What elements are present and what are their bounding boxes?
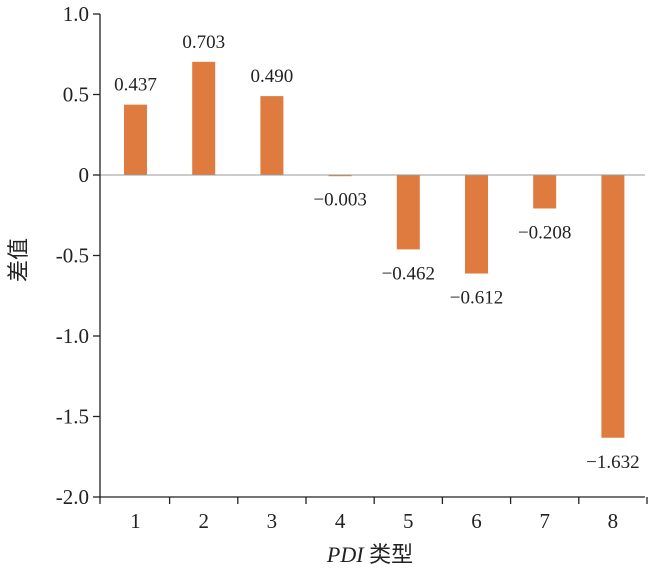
y-tick-label: 0.5 bbox=[63, 83, 89, 107]
y-tick-label: -0.5 bbox=[56, 244, 89, 268]
x-tick-label: 6 bbox=[471, 509, 482, 533]
data-label-2: 0.703 bbox=[182, 32, 225, 53]
x-tick-label: 4 bbox=[335, 509, 346, 533]
data-label-8: −1.632 bbox=[586, 452, 639, 473]
x-tick-label: 8 bbox=[608, 509, 619, 533]
x-axis-label-italic: PDI bbox=[326, 542, 365, 567]
data-label-6: −0.612 bbox=[450, 288, 503, 309]
y-tick-label: -1.0 bbox=[56, 324, 89, 348]
x-tick-label: 3 bbox=[267, 509, 278, 533]
y-tick-label: -2.0 bbox=[56, 485, 89, 509]
bar-8 bbox=[601, 175, 625, 438]
y-axis-label: 差值 bbox=[6, 238, 31, 282]
bar-3 bbox=[260, 96, 284, 175]
data-label-1: 0.437 bbox=[114, 75, 157, 96]
x-tick-label: 5 bbox=[403, 509, 414, 533]
data-label-5: −0.462 bbox=[382, 263, 435, 284]
y-tick-label: 0 bbox=[79, 163, 90, 187]
x-axis-label: PDI 类型 bbox=[326, 542, 413, 567]
data-label-4: −0.003 bbox=[313, 189, 366, 210]
data-label-3: 0.490 bbox=[251, 66, 294, 87]
y-tick-label: 1.0 bbox=[63, 2, 89, 26]
bar-1 bbox=[124, 104, 147, 175]
x-tick-label: 1 bbox=[130, 509, 141, 533]
data-label-7: −0.208 bbox=[518, 222, 571, 243]
x-tick-label: 2 bbox=[198, 509, 209, 533]
bar-4 bbox=[328, 175, 352, 177]
bar-2 bbox=[192, 61, 216, 175]
bar-7 bbox=[533, 175, 557, 209]
x-axis-label-rest: 类型 bbox=[364, 542, 414, 567]
y-tick-label: -1.5 bbox=[56, 405, 89, 429]
x-tick-label: 7 bbox=[539, 509, 550, 533]
bar-6 bbox=[465, 175, 488, 274]
bar-5 bbox=[396, 175, 420, 250]
